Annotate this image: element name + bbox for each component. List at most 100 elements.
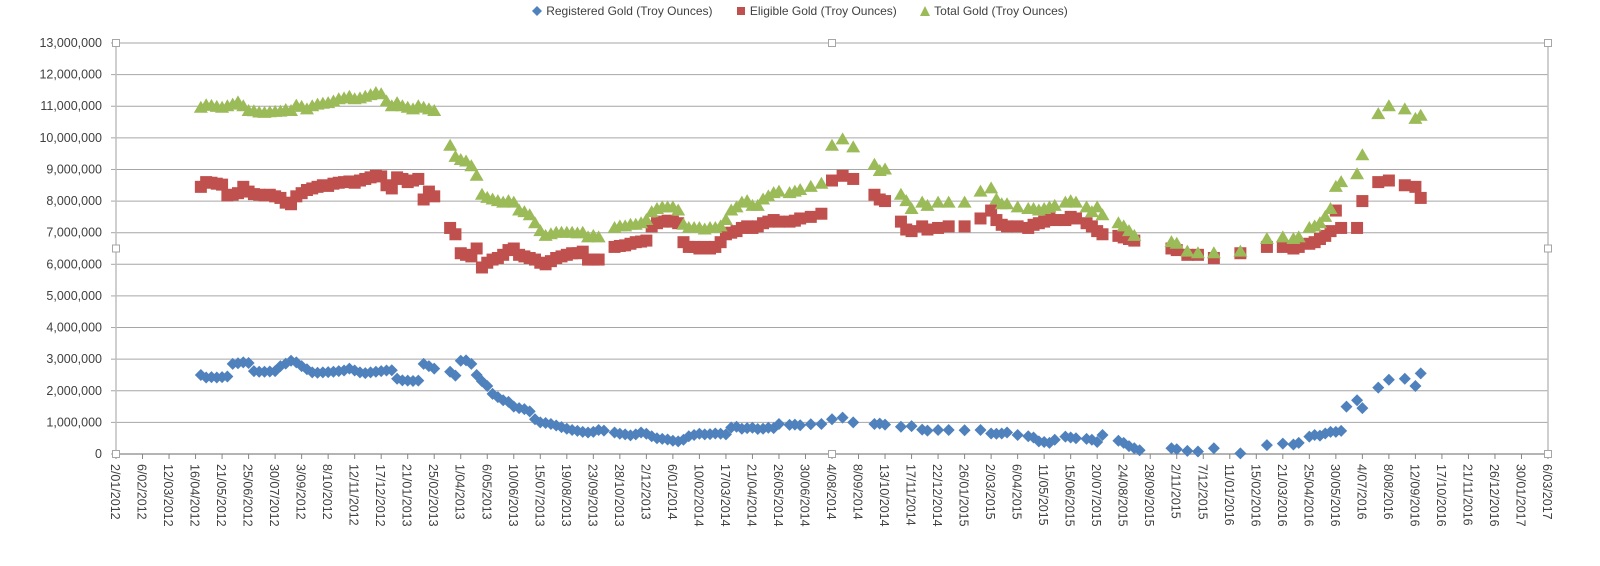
data-point-eligible	[1351, 221, 1364, 234]
data-point-eligible	[470, 242, 483, 255]
x-tick-label: 2/11/2015	[1169, 464, 1183, 519]
series-square	[194, 169, 1427, 274]
data-point-total	[1095, 208, 1110, 221]
data-point-total	[973, 184, 988, 197]
data-point-total	[1259, 232, 1274, 245]
data-point-eligible	[958, 220, 971, 233]
x-tick-label: 12/09/2016	[1407, 464, 1421, 527]
data-point-eligible	[794, 212, 807, 225]
x-tick-label: 4/08/2014	[824, 464, 838, 520]
data-point-registered	[1414, 367, 1427, 380]
x-tick-label: 3/09/2012	[294, 464, 308, 520]
data-point-eligible	[804, 210, 817, 223]
data-point-registered	[921, 424, 934, 437]
legend-item-total: Total Gold (Troy Ounces)	[920, 4, 1068, 18]
x-tick-label: 17/10/2016	[1434, 464, 1448, 527]
x-tick-label: 15/07/2013	[532, 464, 546, 527]
y-tick-label: 12,000,000	[39, 68, 102, 82]
x-tick-label: 8/09/2014	[851, 464, 865, 520]
data-point-total	[846, 140, 861, 153]
legend-item-registered: Registered Gold (Troy Ounces)	[532, 4, 713, 18]
x-tick-label: 30/01/2017	[1513, 464, 1527, 527]
data-point-total	[931, 195, 946, 208]
data-point-eligible	[974, 212, 987, 225]
data-point-registered	[836, 411, 849, 424]
data-point-total	[1323, 201, 1338, 214]
data-point-total	[1371, 107, 1386, 120]
data-point-registered	[481, 380, 494, 393]
data-point-registered	[894, 420, 907, 433]
data-point-eligible	[815, 207, 828, 220]
data-point-registered	[772, 417, 785, 430]
data-point-registered	[1356, 402, 1369, 415]
resize-handle	[828, 450, 836, 458]
x-tick-label: 21/04/2014	[744, 464, 758, 527]
x-tick-label: 8/10/2012	[320, 464, 334, 520]
x-tick-label: 26/05/2014	[771, 464, 785, 527]
x-tick-label: 6/01/2014	[665, 464, 679, 520]
data-point-eligible	[385, 182, 398, 195]
data-point-total	[1318, 209, 1333, 222]
y-tick-label: 2,000,000	[46, 384, 102, 398]
data-point-registered	[597, 424, 610, 437]
data-point-registered	[1191, 445, 1204, 458]
x-tick-label: 25/02/2013	[426, 464, 440, 527]
data-point-registered	[1011, 429, 1024, 442]
data-point-eligible	[1276, 240, 1289, 253]
data-point-eligible	[592, 253, 605, 266]
data-point-registered	[1091, 435, 1104, 448]
data-point-eligible	[836, 169, 849, 182]
data-point-total	[825, 138, 839, 151]
x-tick-label: 2/03/2015	[983, 464, 997, 520]
x-tick-label: 13/10/2014	[877, 464, 891, 527]
resize-handle	[1544, 39, 1552, 47]
data-point-total	[527, 216, 542, 229]
data-point-total	[591, 230, 606, 243]
x-tick-label: 19/08/2013	[559, 464, 573, 527]
data-point-eligible	[412, 172, 425, 185]
data-point-total	[639, 213, 654, 226]
data-point-total	[835, 132, 850, 145]
x-tick-label: 22/12/2014	[930, 464, 944, 527]
x-tick-label: 10/06/2013	[506, 464, 520, 527]
data-point-registered	[905, 420, 918, 433]
data-marks	[193, 85, 1428, 460]
x-tick-label: 6/04/2015	[1010, 464, 1024, 520]
data-point-registered	[1260, 439, 1273, 452]
data-point-registered	[1409, 380, 1422, 393]
resize-handle	[1544, 450, 1552, 458]
x-tick-label: 12/03/2012	[161, 464, 175, 527]
data-point-registered	[847, 416, 860, 429]
x-tick-label: 12/11/2012	[347, 464, 361, 526]
x-tick-label: 25/04/2016	[1301, 464, 1315, 527]
data-point-registered	[932, 423, 945, 436]
series-diamond	[194, 354, 1427, 460]
x-tick-label: 6/05/2013	[479, 464, 493, 520]
data-point-total	[1334, 175, 1349, 188]
x-tick-label: 28/09/2015	[1142, 464, 1156, 527]
x-tick-label: 15/02/2016	[1248, 464, 1262, 527]
data-point-total	[1397, 102, 1412, 115]
data-point-eligible	[1372, 176, 1385, 189]
y-tick-label: 0	[95, 447, 102, 461]
data-point-registered	[1181, 444, 1194, 457]
data-point-total	[718, 213, 733, 226]
y-tick-label: 6,000,000	[46, 257, 102, 271]
data-point-eligible	[879, 195, 892, 208]
diamond-marker-icon	[532, 6, 543, 16]
data-point-eligible	[1335, 221, 1348, 234]
resize-handle	[828, 39, 836, 47]
data-point-registered	[942, 423, 955, 436]
data-point-registered	[974, 423, 987, 436]
square-marker-icon	[736, 7, 745, 15]
data-point-registered	[1096, 429, 1109, 442]
data-point-registered	[1276, 437, 1289, 450]
y-tick-label: 8,000,000	[46, 194, 102, 208]
data-point-eligible	[985, 204, 998, 217]
x-tick-label: 21/05/2012	[214, 464, 228, 527]
data-point-eligible	[905, 225, 918, 238]
data-point-eligible	[1324, 225, 1337, 238]
data-point-total	[1381, 99, 1396, 112]
x-tick-label: 6/02/2012	[135, 464, 149, 520]
